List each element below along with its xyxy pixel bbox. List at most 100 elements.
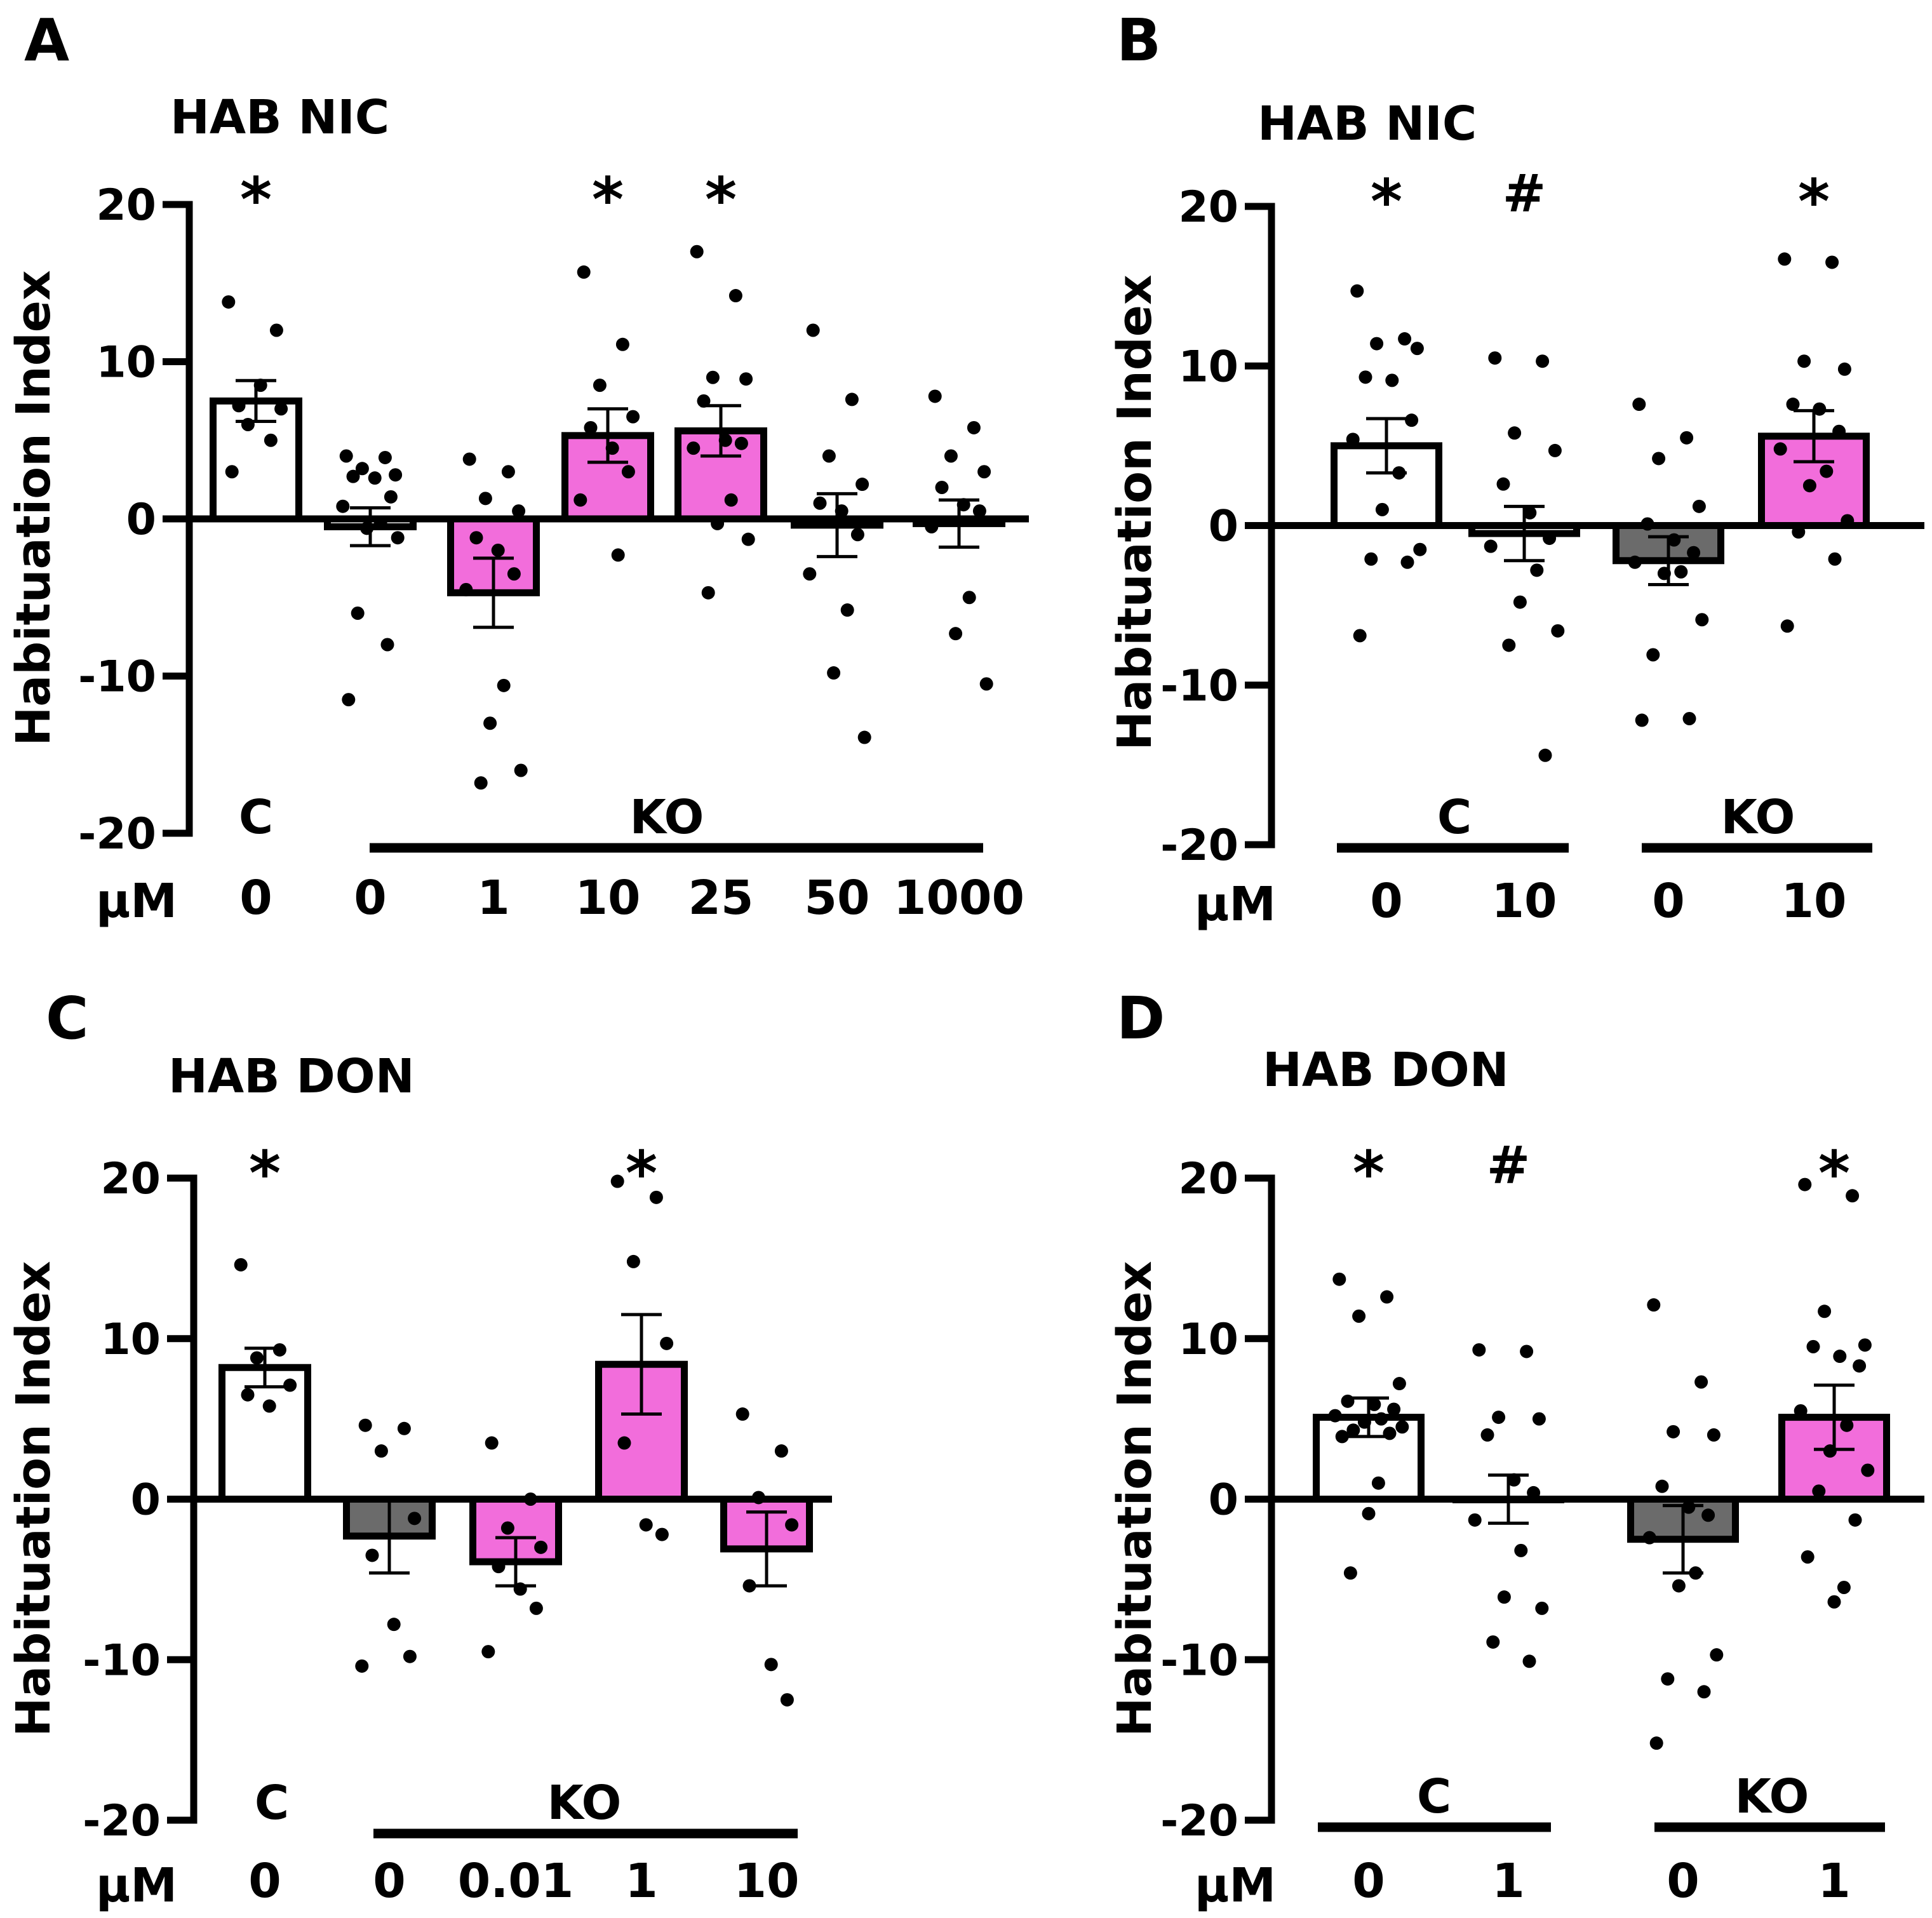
data-point (1833, 1350, 1847, 1364)
x-tick-label: 1 (1818, 1854, 1851, 1908)
y-tick-label: 10 (1178, 342, 1238, 392)
data-point (687, 441, 701, 455)
chart-title: HAB NIC (170, 90, 389, 145)
data-point (962, 591, 976, 605)
data-point (1707, 1428, 1721, 1442)
data-point (935, 481, 949, 494)
data-point (1797, 354, 1811, 368)
data-point (1628, 555, 1642, 569)
data-point (1538, 748, 1552, 762)
data-point (1674, 565, 1688, 579)
data-point (1400, 555, 1414, 569)
data-point (840, 603, 854, 617)
data-point (928, 389, 942, 403)
data-point (1332, 1272, 1346, 1286)
data-point (534, 1540, 548, 1554)
data-point (1773, 442, 1787, 456)
data-point (1861, 1463, 1875, 1477)
data-point (574, 493, 587, 507)
data-point (1380, 1290, 1394, 1304)
data-point (485, 1436, 499, 1450)
y-tick-label: -10 (1160, 1635, 1238, 1686)
x-tick-label: 50 (805, 871, 870, 925)
group-label: KO (547, 1776, 622, 1830)
data-point (977, 465, 991, 479)
data-point (1635, 713, 1649, 727)
data-point (1523, 506, 1537, 520)
data-point (1828, 552, 1842, 566)
data-point (1536, 354, 1550, 368)
data-point (1798, 1177, 1812, 1191)
x-tick-label: 0 (1667, 1854, 1700, 1908)
data-point (269, 323, 283, 337)
y-tick-label: 20 (1178, 182, 1238, 232)
data-point (979, 677, 993, 691)
data-point (491, 544, 505, 557)
data-point (944, 449, 958, 463)
data-point (336, 499, 350, 513)
y-tick-label: 20 (96, 180, 156, 231)
data-point (701, 586, 715, 600)
data-point (1786, 398, 1800, 412)
data-point (1778, 252, 1792, 266)
data-point (617, 1436, 631, 1450)
data-point (1532, 1412, 1546, 1426)
data-point (241, 418, 255, 431)
x-tick-label: 10 (1781, 874, 1847, 929)
data-point (1514, 1543, 1528, 1557)
data-point (1472, 1343, 1486, 1357)
y-tick-label: 0 (131, 1475, 161, 1526)
data-point (408, 1512, 422, 1526)
data-point (1496, 477, 1510, 491)
data-point (1780, 619, 1794, 633)
data-point (1352, 1309, 1366, 1323)
data-point (1383, 1426, 1397, 1440)
data-point (1832, 424, 1846, 438)
data-point (462, 452, 476, 466)
data-point (835, 504, 849, 518)
data-point (972, 504, 986, 518)
data-point (1398, 332, 1412, 346)
significance-marker: * (592, 164, 624, 236)
data-point (358, 1418, 372, 1432)
data-point (1667, 533, 1681, 547)
data-point (380, 638, 394, 652)
data-point (1370, 337, 1384, 351)
data-point (1551, 624, 1565, 638)
significance-marker: * (240, 164, 272, 236)
data-point (1701, 1508, 1715, 1522)
data-point (1657, 567, 1671, 580)
data-point (949, 627, 963, 641)
data-point (739, 372, 753, 386)
data-point (481, 1645, 495, 1659)
data-point (339, 449, 353, 463)
data-point (250, 1351, 264, 1365)
dose-unit-label: µM (96, 1858, 177, 1913)
data-point (774, 1444, 788, 1458)
group-label: C (1417, 1769, 1451, 1824)
data-point (806, 323, 820, 337)
dose-unit-label: µM (96, 874, 177, 929)
panel-b: B HAB NIC Habituation Index 20 10 0 -10 -20 * 0 #1… (1108, 6, 1924, 932)
data-point (1387, 1402, 1401, 1416)
data-point (1672, 1579, 1686, 1593)
data-point (1687, 546, 1701, 560)
x-tick-label: 0 (1352, 1854, 1385, 1908)
data-point (1632, 398, 1646, 412)
data-point (346, 469, 360, 483)
group-label: C (239, 790, 273, 845)
data-point (365, 1548, 379, 1562)
dose-unit-label: µM (1195, 1858, 1276, 1913)
data-point (1357, 1415, 1371, 1429)
data-point (1647, 1298, 1661, 1312)
data-point (403, 1649, 417, 1663)
data-point (1801, 1550, 1815, 1564)
group-label: KO (1735, 1769, 1809, 1824)
data-point (785, 1518, 799, 1532)
data-point (1353, 629, 1367, 643)
group-label: KO (1721, 790, 1795, 845)
data-point (660, 1336, 674, 1350)
group-label: C (255, 1776, 289, 1830)
panel-letter: A (24, 6, 69, 74)
